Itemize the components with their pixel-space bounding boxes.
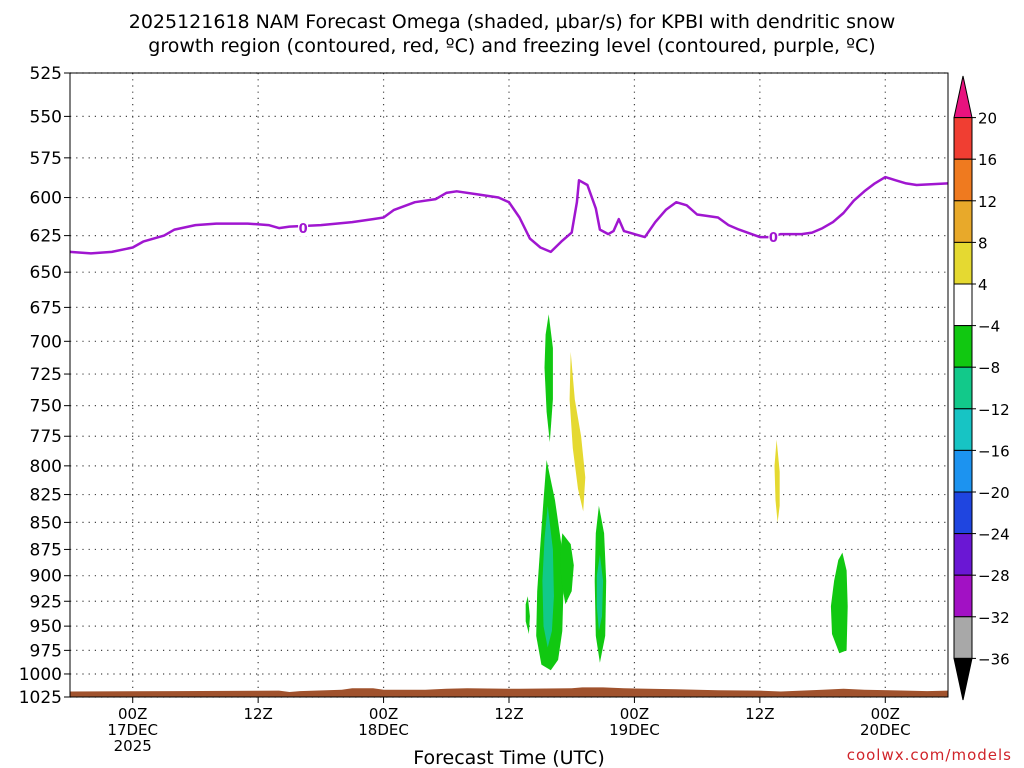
colorbar-label: −20 <box>978 484 1010 502</box>
freezing-level-label: 0 <box>299 222 308 237</box>
omega-region <box>830 552 848 654</box>
y-tick-label: 600 <box>30 189 62 209</box>
colorbar-label: 12 <box>978 193 997 211</box>
colorbar-segment <box>953 574 973 618</box>
credit-text: coolwx.com/models <box>847 746 1012 764</box>
y-tick-label: 750 <box>30 397 62 417</box>
y-tick-label: 800 <box>30 457 62 477</box>
omega-region <box>544 314 553 443</box>
x-tick-label: 2025 <box>114 737 152 755</box>
colorbar-label: 20 <box>978 110 997 128</box>
x-tick-label: 00Z <box>118 705 147 723</box>
omega-region <box>596 554 604 631</box>
colorbar-label: −12 <box>978 401 1010 419</box>
y-tick-label: 725 <box>30 365 62 385</box>
y-tick-label: 925 <box>30 592 62 612</box>
colorbar-segment <box>953 283 973 327</box>
colorbar-segment <box>953 117 973 160</box>
colorbar-bottom-triangle <box>953 657 973 701</box>
contour-label-bg <box>768 229 779 246</box>
omega-region <box>774 439 780 523</box>
plot-area <box>70 73 948 697</box>
freezing-level-label: 0 <box>769 231 778 246</box>
colorbar-label: −32 <box>978 609 1010 627</box>
x-tick-label: 00Z <box>620 705 649 723</box>
colorbar-segment <box>953 158 973 202</box>
colorbar-segment <box>953 408 973 451</box>
surface-terrain <box>70 687 948 697</box>
y-tick-label: 1025 <box>19 688 62 708</box>
x-tick-label: 20DEC <box>860 721 911 739</box>
y-tick-label: 575 <box>30 149 62 169</box>
y-axis: 525 550 575 600 625 650 675 700 725 750 775 800 825 8… <box>19 64 70 708</box>
colorbar-segment <box>953 200 973 243</box>
y-tick-label: 525 <box>30 64 62 84</box>
colorbar: 20 16 12 8 4 −4 −8 −12 −16 −20 −24 −28 −32 −36 <box>953 75 1010 701</box>
omega-region <box>560 533 574 605</box>
colorbar-label: −4 <box>978 318 1000 336</box>
colorbar-label: 8 <box>978 234 988 252</box>
colorbar-segment <box>953 241 973 285</box>
x-tick-label: 12Z <box>745 705 774 723</box>
y-tick-label: 975 <box>30 641 62 661</box>
y-tick-label: 775 <box>30 427 62 447</box>
colorbar-top-triangle <box>953 75 973 119</box>
contour-label-bg <box>298 220 309 237</box>
y-tick-label: 650 <box>30 263 62 283</box>
omega-shading <box>525 314 848 671</box>
colorbar-segment <box>953 616 973 659</box>
colorbar-segment <box>953 449 973 493</box>
omega-region <box>542 505 554 648</box>
omega-region <box>569 351 586 512</box>
y-tick-label: 700 <box>30 332 62 352</box>
x-tick-label: 12Z <box>243 705 272 723</box>
y-tick-label: 550 <box>30 107 62 127</box>
colorbar-label: −16 <box>978 442 1010 460</box>
title-line-1: 2025121618 NAM Forecast Omega (shaded, µ… <box>129 11 896 33</box>
x-tick-label: 00Z <box>871 705 900 723</box>
colorbar-label: 4 <box>978 276 988 294</box>
colorbar-label: −36 <box>978 650 1010 668</box>
freezing-level-line <box>69 175 949 255</box>
x-tick-label: 12Z <box>494 705 523 723</box>
colorbar-segment <box>953 325 973 368</box>
freezing-level-contour: 00 <box>69 175 949 255</box>
colorbar-segment <box>953 491 973 535</box>
y-tick-label: 850 <box>30 513 62 533</box>
y-tick-label: 1000 <box>19 665 62 685</box>
colorbar-label: −28 <box>978 567 1010 585</box>
x-tick-label: 18DEC <box>358 721 409 739</box>
y-tick-label: 950 <box>30 617 62 637</box>
colorbar-label: −8 <box>978 359 1000 377</box>
y-tick-label: 825 <box>30 486 62 506</box>
x-tick-label: 17DEC <box>107 721 158 739</box>
y-tick-label: 875 <box>30 540 62 560</box>
title-line-2: growth region (contoured, red, ºC) and f… <box>148 35 875 57</box>
chart-title: 2025121618 NAM Forecast Omega (shaded, µ… <box>129 11 896 57</box>
y-tick-label: 900 <box>30 567 62 587</box>
x-axis-title: Forecast Time (UTC) <box>413 747 604 768</box>
colorbar-label: 16 <box>978 151 997 169</box>
y-tick-label: 625 <box>30 227 62 247</box>
x-tick-label: 19DEC <box>609 721 660 739</box>
colorbar-segment <box>953 366 973 410</box>
terrain-fill <box>70 687 948 697</box>
y-tick-label: 675 <box>30 298 62 318</box>
colorbar-segment <box>953 533 973 576</box>
colorbar-label: −24 <box>978 526 1010 544</box>
omega-region <box>525 596 530 634</box>
x-tick-label: 00Z <box>369 705 398 723</box>
